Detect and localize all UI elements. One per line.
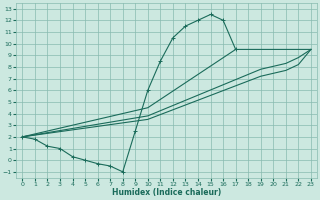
- X-axis label: Humidex (Indice chaleur): Humidex (Indice chaleur): [112, 188, 221, 197]
